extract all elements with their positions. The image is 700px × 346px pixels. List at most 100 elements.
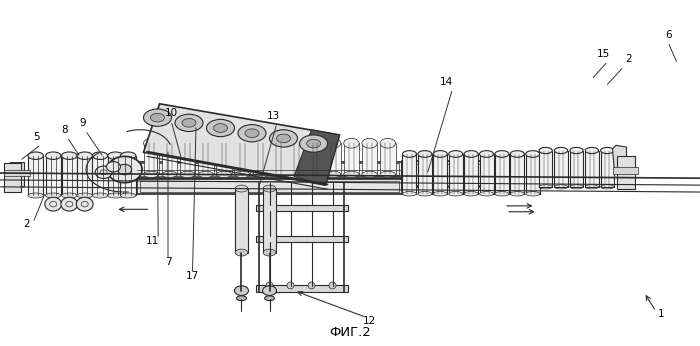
Ellipse shape (464, 192, 478, 196)
Bar (256, 285, 348, 292)
Ellipse shape (526, 192, 540, 196)
Ellipse shape (510, 192, 524, 196)
Bar (235, 189, 248, 253)
Ellipse shape (449, 151, 463, 157)
Bar (380, 143, 395, 174)
Ellipse shape (300, 135, 328, 152)
Bar (263, 189, 276, 253)
Text: 2: 2 (23, 219, 30, 229)
Bar (120, 156, 136, 195)
Bar (198, 143, 214, 174)
Ellipse shape (265, 296, 274, 301)
Ellipse shape (28, 193, 43, 198)
Ellipse shape (585, 147, 598, 154)
Bar (253, 143, 268, 174)
Ellipse shape (601, 147, 614, 154)
Text: 1: 1 (658, 309, 665, 319)
Ellipse shape (77, 152, 92, 160)
Ellipse shape (108, 193, 123, 198)
Bar (617, 156, 635, 189)
Ellipse shape (77, 193, 92, 198)
Ellipse shape (234, 286, 248, 295)
Text: 7: 7 (164, 257, 172, 267)
Bar (601, 151, 614, 187)
Ellipse shape (326, 138, 341, 148)
Ellipse shape (46, 193, 61, 198)
Bar (344, 143, 359, 174)
Ellipse shape (235, 185, 248, 192)
Bar (180, 143, 195, 174)
Bar (289, 143, 304, 174)
Bar (570, 151, 583, 187)
Ellipse shape (307, 138, 323, 148)
Ellipse shape (329, 282, 336, 289)
Text: 2: 2 (625, 54, 632, 64)
Ellipse shape (216, 171, 232, 177)
Bar (402, 161, 514, 187)
Ellipse shape (418, 151, 432, 157)
Bar (62, 156, 77, 195)
Bar (77, 156, 92, 195)
Bar (449, 154, 463, 194)
Ellipse shape (362, 171, 377, 177)
Ellipse shape (245, 129, 259, 137)
Text: 11: 11 (146, 236, 159, 246)
Bar (92, 156, 108, 195)
Ellipse shape (216, 138, 232, 148)
Bar (539, 151, 552, 187)
Ellipse shape (480, 192, 494, 196)
Ellipse shape (120, 152, 136, 160)
Text: 12: 12 (363, 316, 376, 326)
Bar (234, 143, 250, 174)
Ellipse shape (45, 197, 62, 211)
Text: 13: 13 (267, 111, 279, 121)
Bar (4, 163, 21, 192)
Ellipse shape (262, 286, 276, 295)
Text: 5: 5 (33, 132, 40, 142)
Ellipse shape (61, 197, 78, 211)
Ellipse shape (76, 197, 93, 211)
Bar (144, 143, 159, 174)
Ellipse shape (270, 130, 298, 147)
Ellipse shape (234, 138, 250, 148)
Ellipse shape (107, 156, 142, 183)
Ellipse shape (162, 171, 177, 177)
Ellipse shape (206, 119, 235, 137)
Bar (495, 154, 509, 194)
Ellipse shape (289, 171, 304, 177)
Ellipse shape (380, 138, 395, 148)
Ellipse shape (263, 249, 276, 256)
Ellipse shape (92, 193, 108, 198)
Ellipse shape (144, 171, 159, 177)
Ellipse shape (402, 151, 416, 157)
Ellipse shape (308, 282, 315, 289)
Ellipse shape (263, 185, 276, 192)
Ellipse shape (495, 151, 509, 157)
Bar (28, 156, 43, 195)
Bar (526, 154, 540, 194)
Ellipse shape (418, 192, 432, 196)
Bar (4, 170, 30, 176)
Ellipse shape (362, 138, 377, 148)
Text: 9: 9 (79, 118, 86, 128)
Ellipse shape (554, 147, 568, 154)
Ellipse shape (28, 152, 43, 160)
Ellipse shape (344, 171, 359, 177)
Ellipse shape (62, 193, 77, 198)
Ellipse shape (180, 171, 195, 177)
Ellipse shape (150, 113, 164, 122)
Ellipse shape (162, 138, 177, 148)
Bar (140, 181, 399, 192)
Ellipse shape (235, 249, 248, 256)
Bar (433, 154, 447, 194)
Ellipse shape (380, 171, 395, 177)
Ellipse shape (480, 151, 494, 157)
Ellipse shape (180, 138, 195, 148)
Polygon shape (144, 104, 340, 185)
Bar (256, 236, 348, 242)
Ellipse shape (495, 192, 509, 196)
Ellipse shape (326, 171, 341, 177)
Ellipse shape (175, 114, 203, 131)
Ellipse shape (271, 171, 286, 177)
Ellipse shape (237, 296, 246, 301)
